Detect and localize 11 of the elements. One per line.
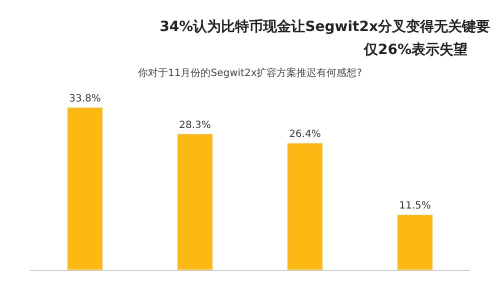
bar bbox=[67, 107, 103, 270]
data-label: 26.4% bbox=[289, 129, 321, 140]
chart-subtitle: 你对于11月份的Segwit2x扩容方案推迟有何感想? bbox=[138, 67, 362, 79]
bar bbox=[287, 142, 323, 270]
data-label: 28.3% bbox=[179, 120, 211, 131]
bar bbox=[177, 134, 213, 270]
chart-title: 34%认为比特币现金让Segwit2x分叉变得无关键要 bbox=[160, 18, 490, 35]
data-label: 33.8% bbox=[69, 94, 101, 104]
text: 仅26%表示失望 bbox=[363, 41, 468, 58]
bar bbox=[397, 214, 433, 270]
data-label: 11.5% bbox=[399, 200, 431, 212]
